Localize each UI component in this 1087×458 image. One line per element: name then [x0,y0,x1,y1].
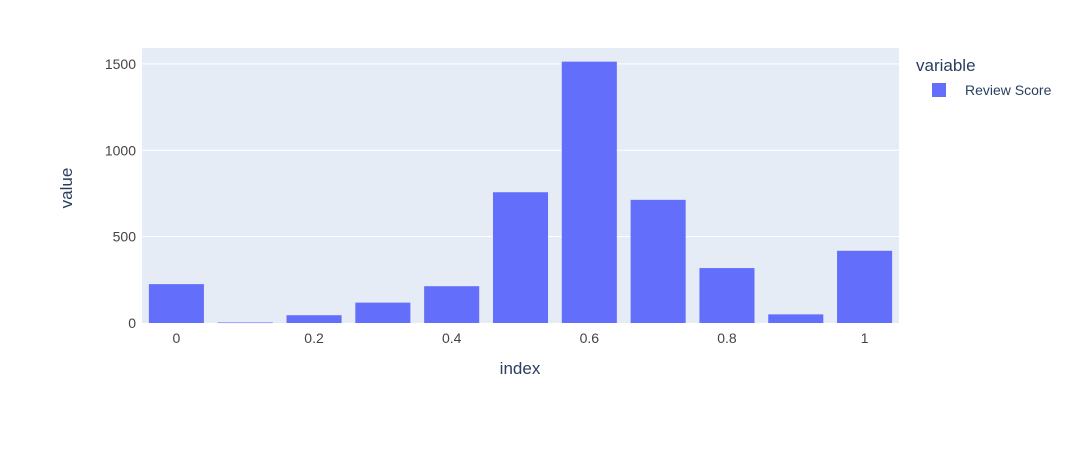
y-tick-label: 1500 [105,56,136,72]
y-axis-title: value [57,168,76,209]
bar[interactable] [492,192,549,323]
bar[interactable] [837,250,893,323]
legend-item-review-score[interactable]: Review Score [932,82,1052,98]
bar[interactable] [148,284,204,323]
y-tick-label: 1000 [105,142,136,158]
bar[interactable] [561,61,617,323]
bars [148,61,893,324]
legend-swatch [932,83,946,97]
x-tick-label: 1 [861,330,869,346]
bar[interactable] [699,268,755,323]
x-tick-label: 0.4 [442,330,462,346]
legend-item-label: Review Score [965,82,1052,98]
bar[interactable] [355,302,411,323]
bar[interactable] [217,322,273,324]
y-tick-label: 500 [113,229,137,245]
bar[interactable] [768,314,824,323]
x-axis-ticks: 0 0.2 0.4 0.6 0.8 1 [173,330,869,346]
legend: variable Review Score [916,56,1052,98]
legend-title: variable [916,56,976,75]
y-tick-label: 0 [128,315,136,331]
x-tick-label: 0.2 [304,330,324,346]
x-tick-label: 0.8 [717,330,737,346]
x-tick-label: 0.6 [580,330,600,346]
bar[interactable] [424,286,480,323]
bar[interactable] [630,199,686,323]
x-tick-label: 0 [173,330,181,346]
y-axis-ticks: 0 500 1000 1500 [105,56,136,331]
x-axis-title: index [500,359,541,378]
bar[interactable] [286,315,342,323]
